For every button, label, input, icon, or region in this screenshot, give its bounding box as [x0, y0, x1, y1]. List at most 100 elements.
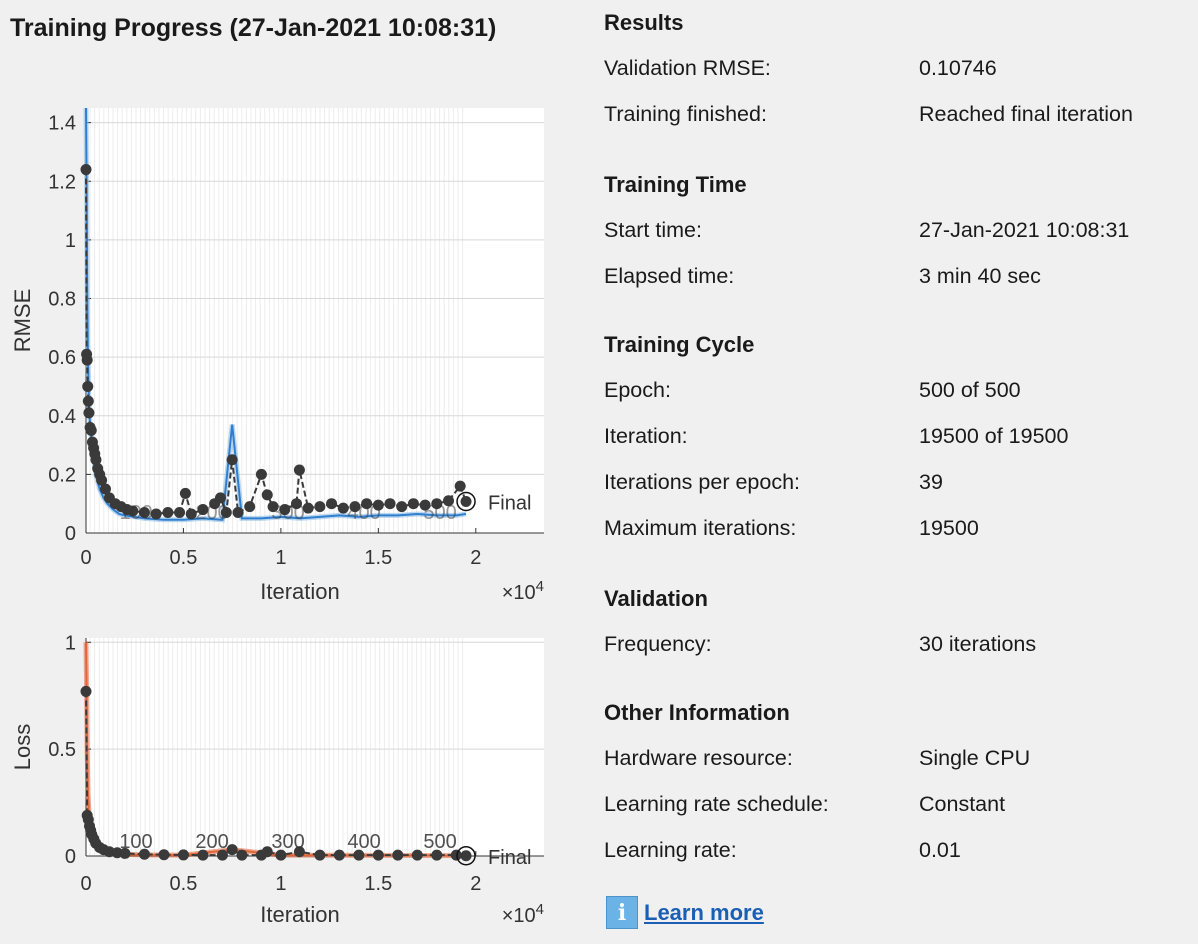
rmse-y-axis-label: RMSE: [10, 289, 35, 353]
rmse-y-tick-label: 1.2: [48, 171, 76, 193]
rmse-validation-point: [372, 499, 384, 511]
rmse-validation-point: [82, 380, 94, 392]
loss-x-tick-label: 0.5: [170, 873, 198, 895]
rmse-y-tick-label: 0.2: [48, 464, 76, 486]
rmse-epoch-label: 100: [119, 502, 152, 524]
rmse-validation-point: [314, 501, 326, 513]
rmse-validation-point: [244, 501, 256, 513]
rmse-validation-point: [279, 504, 291, 516]
rmse-final-label: Final: [488, 493, 531, 515]
loss-epoch-label: 300: [271, 831, 304, 853]
loss-validation-point: [226, 844, 238, 856]
rmse-validation-point: [80, 164, 92, 176]
iterations-per-epoch-label: Iterations per epoch:: [604, 470, 801, 494]
loss-validation-point: [460, 850, 472, 862]
training-finished-value: Reached final iteration: [919, 102, 1133, 126]
training-time-heading: Training Time: [604, 172, 747, 197]
rmse-x-tick-label: 0: [80, 547, 91, 569]
rmse-validation-point: [96, 474, 108, 486]
loss-x-tick-label: 1: [275, 873, 286, 895]
loss-x-axis-label: Iteration: [260, 902, 340, 927]
rmse-validation-point: [90, 454, 102, 466]
loss-validation-point: [333, 849, 345, 861]
rmse-validation-point: [85, 424, 97, 436]
learning-rate-label: Learning rate:: [604, 838, 737, 862]
loss-validation-point: [158, 849, 170, 861]
loss-validation-point: [392, 849, 404, 861]
loss-plot[interactable]: 0 0.5 1 0 0.5 1 1.5 2 Iteration Loss ×104 100 200 300…: [0, 630, 560, 930]
rmse-validation-point: [460, 496, 472, 508]
hardware-resource-value: Single CPU: [919, 746, 1031, 770]
rmse-validation-point: [361, 498, 373, 510]
learn-more-section: i Learn more: [606, 896, 764, 929]
loss-validation-point: [431, 849, 443, 861]
loss-epoch-gridlines: [89, 638, 464, 856]
iteration-value: 19500 of 19500: [919, 424, 1069, 448]
loss-validation-point: [119, 847, 131, 859]
loss-epoch-label: 200: [195, 831, 228, 853]
rmse-chart[interactable]: 0 0.2 0.4 0.6 0.8 1 1.2 1.4 0 0.5 1 1.5 2 Iteration RM…: [0, 100, 560, 610]
rmse-validation-point: [255, 468, 267, 480]
epoch-label: Epoch:: [604, 378, 671, 402]
rmse-validation-point: [174, 506, 186, 518]
rmse-y-tick-label: 1: [65, 230, 76, 252]
loss-validation-point: [236, 849, 248, 861]
rmse-validation-point: [396, 501, 408, 513]
rmse-validation-point: [185, 508, 197, 520]
learning-rate-value: 0.01: [919, 838, 961, 862]
rmse-plot[interactable]: 0 0.2 0.4 0.6 0.8 1 1.2 1.4 0 0.5 1 1.5 2 Iteration RM…: [0, 100, 560, 610]
maximum-iterations-label: Maximum iterations:: [604, 516, 797, 540]
learn-more-link[interactable]: Learn more: [644, 899, 764, 925]
iterations-per-epoch-value: 39: [919, 470, 943, 494]
elapsed-time-value: 3 min 40 sec: [919, 264, 1041, 288]
rmse-x-tick-label: 1.5: [364, 547, 392, 569]
rmse-validation-point: [302, 502, 314, 514]
rmse-x-tick-label: 0.5: [170, 547, 198, 569]
rmse-validation-point: [326, 498, 338, 510]
rmse-epoch-label: 200: [195, 502, 228, 524]
loss-chart[interactable]: 0 0.5 1 0 0.5 1 1.5 2 Iteration Loss ×104 100 200 300…: [0, 630, 560, 930]
loss-y-tick-label: 0: [65, 846, 76, 868]
rmse-validation-point: [261, 489, 273, 501]
rmse-validation-point: [162, 506, 174, 518]
loss-validation-point: [293, 846, 305, 858]
rmse-validation-point: [150, 508, 162, 520]
maximum-iterations-value: 19500: [919, 516, 979, 540]
loss-final-marker: [456, 846, 476, 866]
rmse-validation-point: [226, 454, 238, 466]
rmse-validation-point: [293, 464, 305, 476]
other-information-heading: Other Information: [604, 700, 790, 725]
training-finished-label: Training finished:: [604, 102, 767, 126]
results-heading: Results: [604, 10, 684, 35]
rmse-y-tick-label: 1.4: [48, 113, 76, 135]
loss-y-axis-label: Loss: [10, 724, 35, 770]
loss-validation-point: [197, 849, 209, 861]
validation-rmse-label: Validation RMSE:: [604, 56, 771, 80]
loss-y-tick-label: 1: [65, 632, 76, 654]
rmse-x-tick-label: 2: [470, 547, 481, 569]
loss-x-tick-label: 1.5: [364, 873, 392, 895]
validation-rmse-value: 0.10746: [919, 56, 997, 80]
rmse-epoch-gridlines: [89, 108, 464, 533]
loss-epoch-label: 400: [347, 831, 380, 853]
learning-rate-schedule-label: Learning rate schedule:: [604, 792, 829, 816]
loss-x-exponent-power: 4: [536, 901, 544, 918]
rmse-y-tick-label: 0.8: [48, 289, 76, 311]
rmse-validation-point: [454, 480, 466, 492]
rmse-y-tick-label: 0.4: [48, 406, 76, 428]
start-time-value: 27-Jan-2021 10:08:31: [919, 218, 1130, 242]
rmse-validation-point: [349, 501, 361, 513]
frequency-value: 30 iterations: [919, 632, 1037, 656]
start-time-label: Start time:: [604, 218, 702, 242]
frequency-label: Frequency:: [604, 632, 712, 656]
info-icon: i: [606, 896, 638, 929]
rmse-validation-point: [407, 498, 419, 510]
rmse-validation-point: [431, 498, 443, 510]
rmse-final-marker: [456, 491, 476, 512]
loss-validation-point: [216, 849, 228, 861]
rmse-validation-point: [179, 487, 191, 499]
rmse-validation-point: [337, 502, 349, 514]
rmse-validation-point: [220, 506, 232, 518]
rmse-x-exponent: ×104: [502, 578, 544, 604]
window-title: Training Progress (27-Jan-2021 10:08:31): [10, 14, 497, 42]
